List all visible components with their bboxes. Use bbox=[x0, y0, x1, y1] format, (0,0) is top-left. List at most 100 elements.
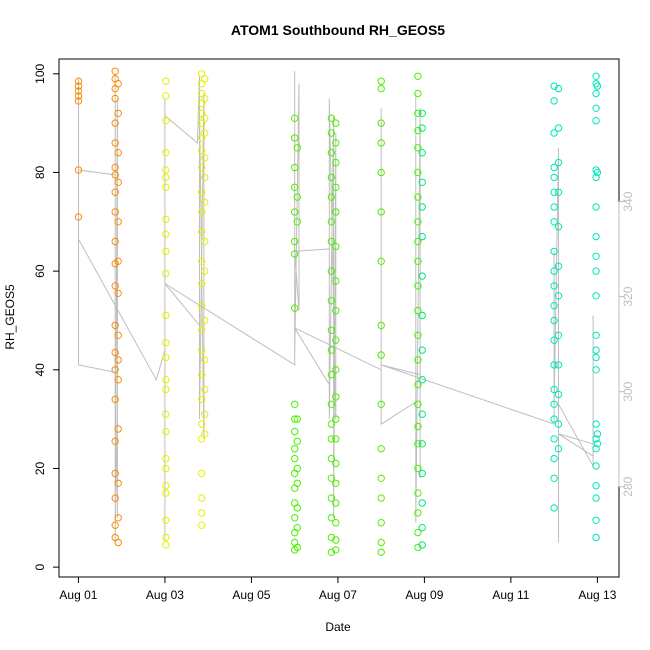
data-point bbox=[550, 129, 558, 137]
data-point bbox=[162, 339, 170, 347]
y-tick-label: 20 bbox=[33, 461, 47, 475]
data-point bbox=[414, 168, 422, 177]
data-point bbox=[201, 237, 209, 246]
data-point bbox=[554, 292, 563, 300]
data-point bbox=[114, 178, 122, 187]
data-point bbox=[114, 109, 122, 118]
series-line bbox=[78, 71, 594, 543]
data-point bbox=[162, 533, 170, 542]
data-point bbox=[550, 97, 558, 105]
right-tick-label: 280 bbox=[621, 476, 635, 496]
data-point bbox=[550, 400, 558, 408]
y-axis-label: RH_GEOS5 bbox=[3, 284, 17, 350]
data-point bbox=[327, 129, 336, 137]
data-point bbox=[114, 514, 122, 522]
data-point bbox=[418, 311, 426, 320]
data-point bbox=[198, 257, 206, 265]
data-point bbox=[554, 124, 563, 132]
data-point bbox=[592, 353, 600, 362]
data-point bbox=[162, 353, 170, 362]
data-point bbox=[114, 257, 122, 265]
data-point bbox=[332, 546, 340, 554]
data-point bbox=[550, 435, 558, 443]
data-point bbox=[414, 400, 422, 408]
data-point bbox=[114, 218, 122, 226]
data-point bbox=[332, 415, 340, 423]
data-point bbox=[327, 548, 336, 556]
data-point bbox=[550, 282, 558, 290]
data-point bbox=[162, 410, 170, 418]
data-point bbox=[327, 400, 336, 408]
data-point bbox=[198, 469, 206, 478]
data-point bbox=[418, 376, 426, 384]
data-point bbox=[332, 277, 340, 285]
data-point bbox=[332, 536, 340, 544]
data-point bbox=[332, 139, 340, 147]
data-point bbox=[162, 311, 170, 320]
data-point bbox=[162, 482, 170, 490]
data-point bbox=[554, 223, 563, 231]
data-point bbox=[198, 146, 206, 155]
data-point bbox=[198, 371, 206, 379]
data-point bbox=[377, 400, 385, 408]
data-point bbox=[327, 420, 336, 428]
x-tick-label: Aug 01 bbox=[59, 588, 97, 602]
data-point bbox=[291, 183, 299, 192]
data-point bbox=[377, 351, 385, 359]
data-point bbox=[114, 80, 122, 88]
data-point bbox=[414, 257, 422, 265]
data-point bbox=[377, 257, 385, 265]
data-point bbox=[550, 316, 558, 325]
data-point bbox=[554, 84, 563, 93]
data-point bbox=[162, 385, 170, 394]
data-point bbox=[198, 208, 206, 216]
data-point bbox=[162, 166, 170, 174]
data-point bbox=[111, 188, 119, 196]
data-point bbox=[293, 524, 301, 532]
data-point bbox=[592, 482, 600, 490]
x-tick-label: Aug 09 bbox=[405, 588, 443, 602]
data-point bbox=[332, 242, 340, 251]
data-point bbox=[162, 183, 170, 192]
data-point bbox=[377, 321, 385, 330]
data-point bbox=[327, 326, 336, 334]
data-point bbox=[74, 82, 83, 90]
chart-title: ATOM1 Southbound RH_GEOS5 bbox=[231, 22, 445, 38]
data-point bbox=[162, 269, 170, 278]
data-point bbox=[198, 279, 206, 288]
data-point bbox=[377, 139, 385, 147]
data-point bbox=[201, 198, 209, 206]
data-point bbox=[332, 183, 340, 192]
data-point bbox=[162, 516, 170, 524]
data-point bbox=[592, 72, 600, 81]
data-point bbox=[162, 489, 170, 497]
data-point bbox=[592, 89, 600, 98]
data-point bbox=[111, 469, 119, 478]
data-point bbox=[377, 474, 385, 482]
data-point bbox=[414, 356, 422, 364]
data-point bbox=[291, 400, 299, 408]
data-point bbox=[414, 306, 422, 315]
data-point bbox=[593, 430, 602, 438]
data-point bbox=[593, 168, 602, 177]
data-point bbox=[201, 75, 209, 83]
data-point bbox=[592, 104, 600, 113]
data-point bbox=[332, 336, 340, 344]
data-point bbox=[592, 420, 600, 428]
data-point bbox=[327, 193, 336, 201]
data-point bbox=[377, 445, 385, 453]
right-tick-label: 300 bbox=[621, 381, 635, 401]
data-point bbox=[162, 376, 170, 384]
data-point bbox=[550, 504, 558, 512]
data-point bbox=[418, 178, 426, 187]
data-point bbox=[414, 109, 422, 118]
data-point bbox=[114, 376, 122, 384]
data-point bbox=[162, 149, 170, 157]
data-point bbox=[414, 380, 422, 389]
data-point bbox=[201, 154, 209, 162]
data-point bbox=[414, 237, 422, 246]
data-point bbox=[327, 297, 336, 305]
data-point bbox=[201, 316, 209, 325]
plot-area bbox=[74, 67, 602, 556]
data-point bbox=[418, 410, 426, 418]
